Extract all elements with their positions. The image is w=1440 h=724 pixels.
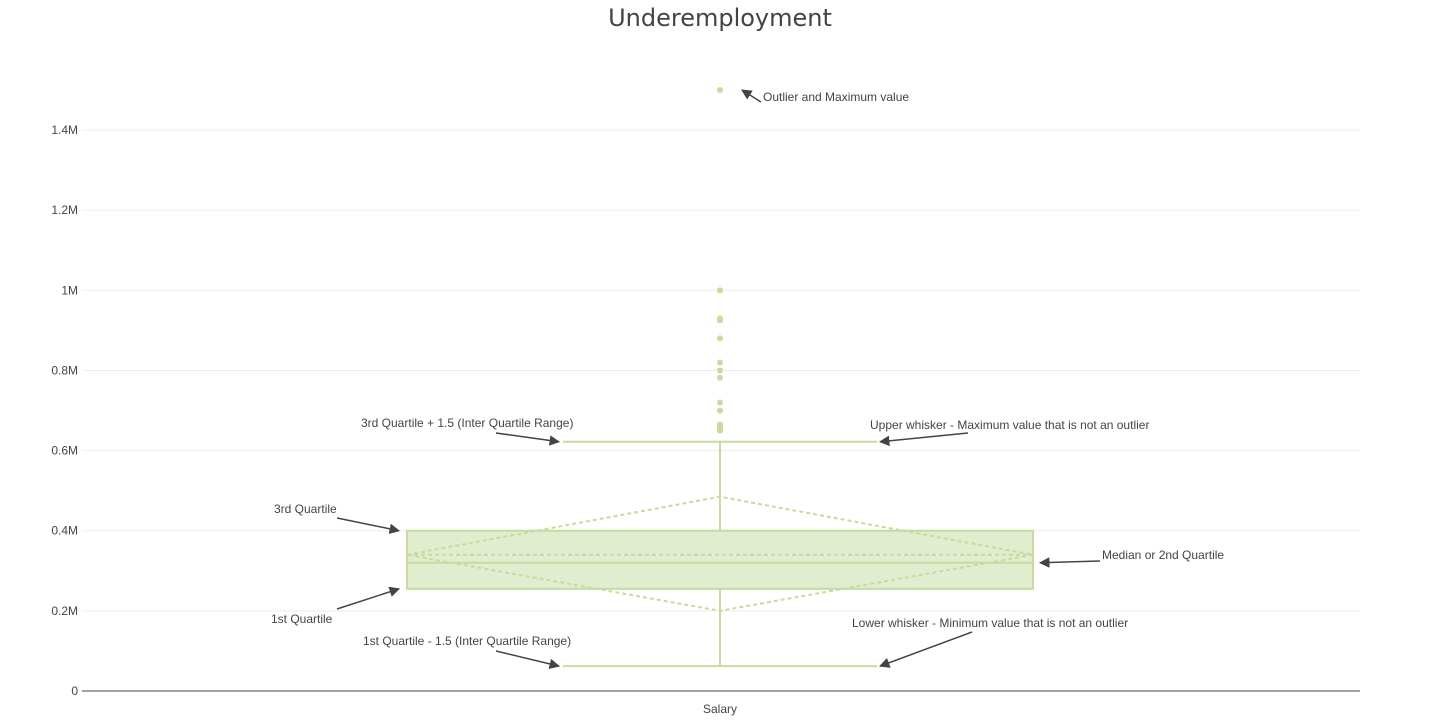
iqr-box bbox=[406, 529, 1034, 590]
outlier-point bbox=[717, 287, 723, 294]
y-tick-label: 0.6M bbox=[51, 444, 78, 458]
y-tick-label: 0.2M bbox=[51, 604, 78, 618]
annotation-label: Outlier and Maximum value bbox=[763, 90, 909, 104]
annotation-arrow bbox=[741, 89, 762, 103]
outlier-point bbox=[717, 399, 723, 406]
annotation-arrow bbox=[1038, 557, 1101, 568]
y-tick-label: 0.8M bbox=[51, 363, 78, 377]
outlier-point bbox=[717, 335, 723, 342]
y-tick-label: 0 bbox=[71, 684, 78, 698]
annotation-arrow bbox=[495, 432, 561, 446]
y-axis: 0 0.2M 0.4M 0.6M 0.8M 1M 1.2M 1.4M bbox=[51, 123, 78, 698]
annotation-arrow bbox=[336, 517, 401, 534]
y-tick-label: 1.2M bbox=[51, 203, 78, 217]
outlier-point bbox=[717, 421, 723, 428]
annotation-label: Lower whisker - Minimum value that is no… bbox=[852, 616, 1128, 630]
x-category-label: Salary bbox=[703, 702, 737, 716]
mean-sd-diamond bbox=[406, 495, 1034, 612]
annotation-arrow bbox=[336, 586, 400, 610]
annotation-label: Upper whisker - Maximum value that is no… bbox=[870, 418, 1149, 432]
outlier-layer bbox=[717, 87, 723, 434]
chart-title: Underemployment bbox=[608, 4, 832, 32]
outlier-point bbox=[717, 407, 723, 414]
y-tick-label: 0.4M bbox=[51, 524, 78, 538]
outlier-point bbox=[717, 374, 723, 381]
annotation-label: 3rd Quartile bbox=[274, 502, 337, 516]
annotation-arrow bbox=[879, 631, 973, 668]
annotation-label: Median or 2nd Quartile bbox=[1102, 548, 1224, 562]
annotation-label: 1st Quartile bbox=[271, 612, 333, 626]
y-tick-label: 1.4M bbox=[51, 123, 78, 137]
annotation-arrow bbox=[878, 432, 969, 447]
annotation-arrow bbox=[495, 650, 561, 670]
outlier-point bbox=[717, 367, 723, 374]
outlier-point bbox=[717, 87, 723, 94]
y-tick-label: 1M bbox=[61, 283, 78, 297]
box-layer bbox=[406, 440, 1034, 668]
outlier-point bbox=[717, 315, 723, 322]
annotation-label: 3rd Quartile + 1.5 (Inter Quartile Range… bbox=[361, 416, 573, 430]
annotation-layer: Outlier and Maximum value Upper whisker -… bbox=[271, 89, 1224, 670]
outlier-point bbox=[717, 359, 723, 366]
annotation-label: 1st Quartile - 1.5 (Inter Quartile Range… bbox=[363, 634, 571, 648]
